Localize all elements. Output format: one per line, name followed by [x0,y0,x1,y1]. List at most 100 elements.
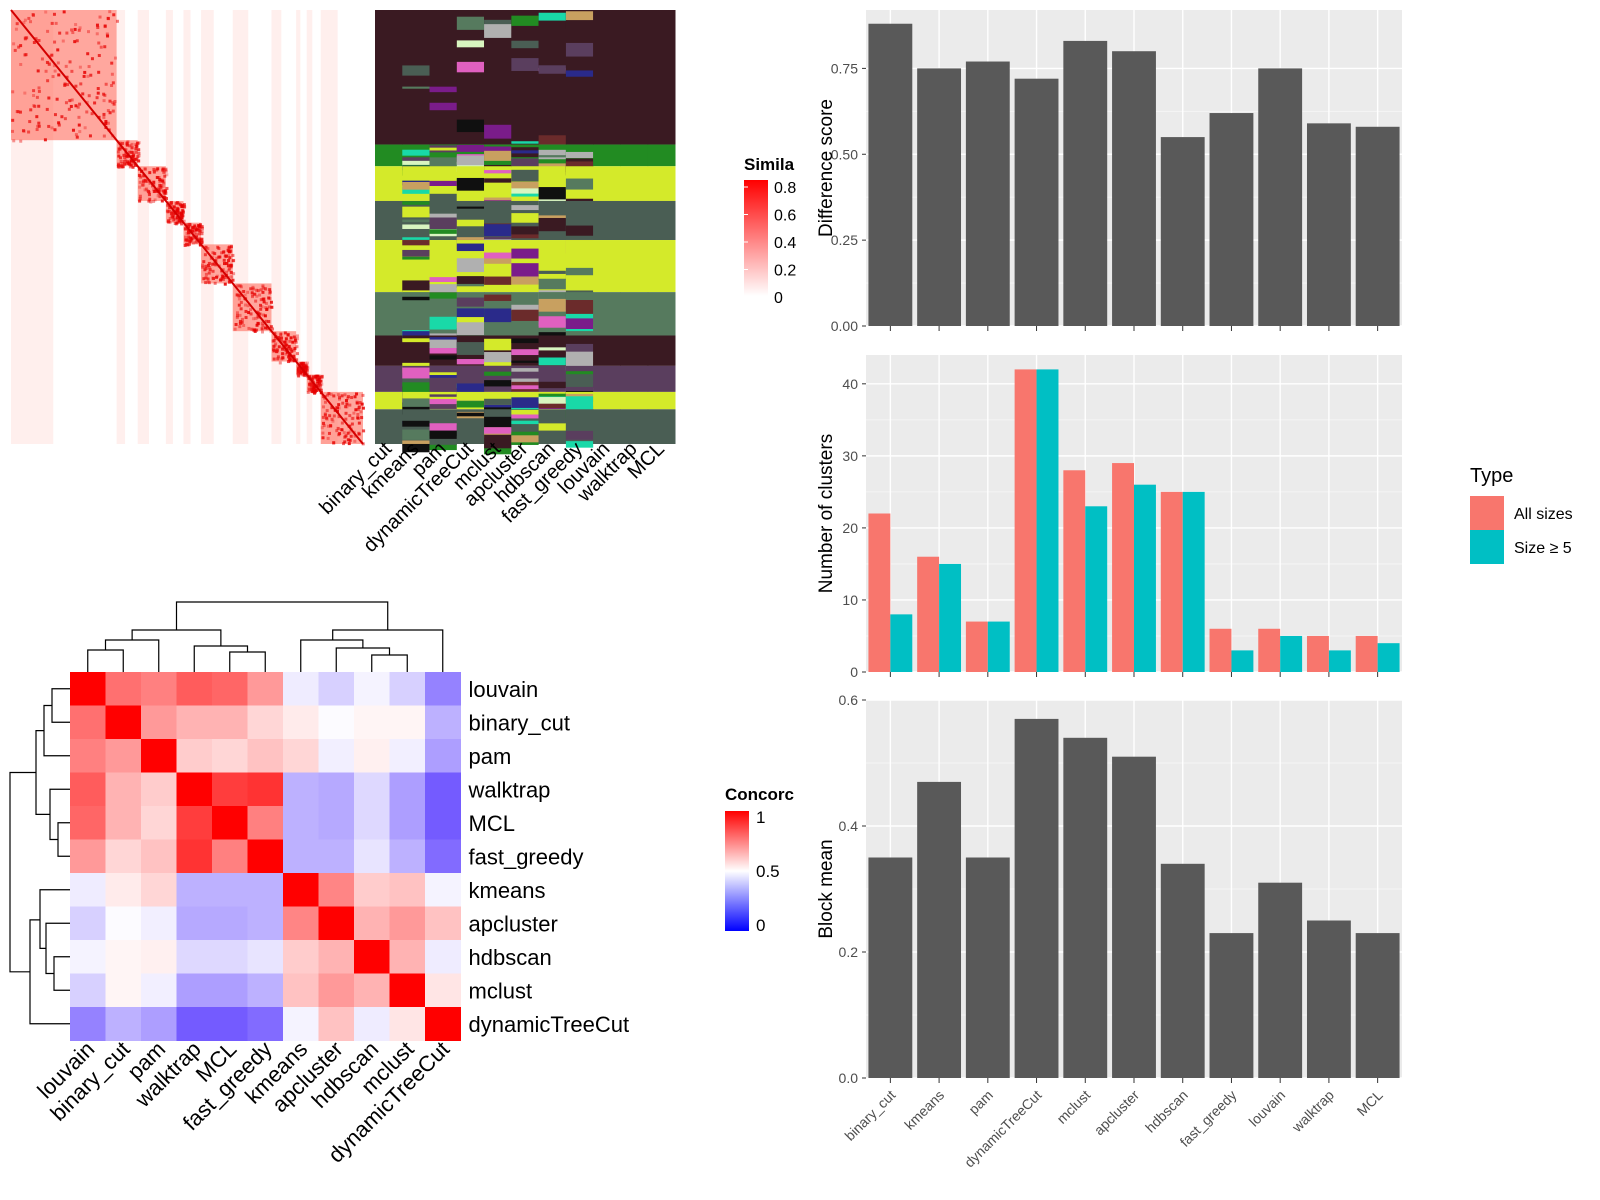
similarity-cell [223,282,227,286]
concordance-cell [176,1007,213,1041]
similarity-cell [83,70,87,74]
annotation-cell [538,217,566,232]
difference-score-chart: 0.00 0.25 0.50 0.75 Difference score [816,10,1402,334]
similarity-stripe [137,10,149,444]
similarity-cell [265,306,269,310]
similarity-cell [213,281,217,285]
similarity-cell [242,323,246,327]
similarity-cell [19,62,23,66]
similarity-cell [336,393,340,397]
similarity-cell [50,126,54,130]
annotation-cell [375,144,403,167]
concordance-cell [318,906,355,941]
similarity-cell [37,104,41,108]
bar-louvain [1258,68,1303,327]
similarity-cell [337,433,341,437]
similarity-cell [231,278,235,282]
bar-mclust [1063,40,1108,326]
concordance-cell [212,973,248,1008]
concordance-cell [105,873,142,907]
similarity-cell [64,101,68,105]
similarity-cell [227,254,231,258]
similarity-cell [202,277,206,281]
similarity-cell [256,321,260,325]
similarity-cell [314,375,318,379]
annotation-cell [538,381,566,389]
row-label-walktrap: walktrap [468,777,551,802]
similarity-cell [221,275,225,279]
similarity-cell [124,158,128,162]
annotation-cell [565,396,594,410]
similarity-cell [111,101,115,105]
similarity-cell [147,199,151,203]
similarity-cell [332,414,336,418]
similarity-cell [208,265,212,269]
annotation-cell [511,10,540,145]
concordance-cell [354,806,390,840]
similarity-cell [224,254,228,258]
bar-MCL [1355,933,1400,1078]
similarity-cell [86,74,90,78]
similarity-cell [135,141,139,145]
similarity-cell [171,210,175,214]
similarity-cell [47,96,51,100]
annotation-cell [511,368,539,372]
annotation-cell [593,409,621,444]
similarity-cell [73,27,77,31]
similarity-legend-tick-label: 0.2 [774,263,796,280]
similarity-cell [302,361,306,365]
similarity-cell [294,340,298,344]
similarity-cell [182,219,186,223]
concordance-cell [212,672,248,706]
annotation-cell [484,170,512,174]
similarity-cell [359,410,363,414]
similarity-cell [63,83,67,87]
similarity-cell [47,61,51,65]
annotation-cell [511,226,539,235]
similarity-cell [51,75,55,79]
annotation-cell [456,243,485,252]
annotation-cell [484,308,512,323]
concordance-cell [425,806,461,840]
similarity-cell [335,429,339,433]
similarity-cell [287,345,291,349]
type-legend-title: Type [1470,465,1513,487]
similarity-cell [111,81,115,85]
concordance-cell [176,739,213,773]
annotation-cell [429,292,457,299]
annotation-cell [484,276,512,285]
annotation-cell [511,309,539,321]
concordance-cell [105,806,142,840]
annotation-cell [429,180,457,187]
similarity-cell [213,252,217,256]
similarity-cell [276,357,280,361]
annotation-cell [456,119,485,133]
concordance-cell [425,739,461,773]
x-label-hdbscan: hdbscan [1142,1087,1191,1136]
annotation-cell [456,342,485,355]
annotation-cell [538,321,566,328]
similarity-cell [163,195,167,199]
similarity-cell [206,280,210,284]
similarity-cell [329,424,333,428]
concordance-cell [247,772,284,807]
annotation-cell [511,58,539,71]
similarity-cell [356,407,360,411]
similarity-cell [129,158,133,162]
annotation-cell [511,338,539,344]
similarity-cell [265,307,269,311]
similarity-cell [89,73,93,77]
similarity-cell [281,351,285,355]
similarity-cell [157,186,161,190]
similarity-cell [12,139,16,143]
similarity-cell [274,342,278,346]
block-mean-y-tick-label: 0.2 [839,944,859,960]
concordance-cell [283,940,319,974]
similarity-cell [52,12,56,16]
concordance-cell [318,940,355,974]
bar-size-5-pam [987,621,1010,672]
similarity-cell [56,48,60,52]
similarity-cell [110,83,114,87]
annotation-cell [402,187,430,194]
similarity-cell [259,303,263,307]
